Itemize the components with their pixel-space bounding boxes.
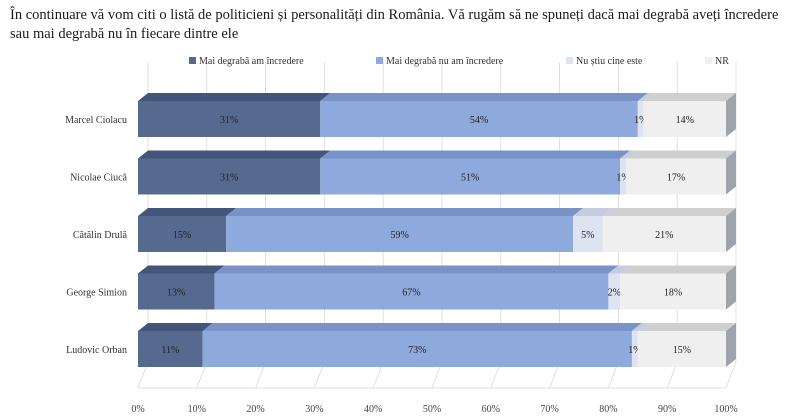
bar-side-face [726, 323, 736, 367]
bar-segment [620, 158, 627, 195]
category-label: Ludovic Orban [66, 345, 127, 356]
bar-top-face [320, 150, 631, 159]
bar-top-face [631, 323, 648, 331]
value-label: 5% [581, 230, 594, 241]
value-label: 51% [461, 173, 479, 184]
legend-swatch [705, 57, 712, 64]
category-label: George Simion [66, 288, 127, 299]
bar-segment [637, 331, 726, 367]
value-label: 1% [616, 173, 629, 184]
value-label: 21% [655, 230, 673, 241]
bar-segment [626, 158, 726, 195]
category-label: Cătălin Drulă [73, 230, 128, 241]
bar-segment [214, 273, 609, 310]
value-label: 14% [676, 115, 694, 126]
x-tick-label: 40% [364, 404, 382, 415]
bar-top-face [138, 93, 331, 101]
x-tick-label: 80% [599, 404, 617, 415]
bar-segment [643, 101, 726, 137]
bar-segment [202, 331, 632, 367]
value-label: 2% [608, 288, 621, 299]
bar-top-face [620, 150, 637, 159]
bar-side-face [726, 93, 736, 137]
bar-top-face [138, 323, 213, 331]
bar-segment [620, 273, 726, 310]
x-tick-label: 100% [714, 404, 737, 415]
bar-side-face [726, 208, 736, 252]
bar-segment [573, 216, 603, 252]
bar-top-face [202, 323, 642, 331]
bar-top-face [138, 150, 331, 159]
category-label: Marcel Ciolacu [65, 115, 127, 126]
bar-side-face [726, 265, 736, 310]
bar-segment [138, 101, 321, 137]
bar-segment [138, 216, 227, 252]
bar-side-face [726, 150, 736, 195]
x-tick-label: 10% [188, 404, 206, 415]
bar-segment [637, 101, 644, 137]
x-tick-label: 20% [246, 404, 264, 415]
x-tick-label: 50% [423, 404, 441, 415]
bar-top-face [214, 265, 619, 274]
bar-top-face [637, 93, 654, 101]
x-tick-label: 30% [305, 404, 323, 415]
value-label: 17% [667, 173, 685, 184]
bar-segment [631, 331, 638, 367]
x-tick-label: 60% [482, 404, 500, 415]
bar-top-face [573, 208, 613, 216]
bar-top-face [138, 265, 225, 274]
value-label: 54% [470, 115, 488, 126]
bar-segment [320, 158, 621, 195]
value-label: 1% [634, 115, 647, 126]
legend-label: NR [715, 56, 729, 67]
value-label: 15% [673, 345, 691, 356]
legend-label: Nu știu cine este [576, 56, 643, 67]
bar-top-face [138, 208, 237, 216]
x-tick-label: 70% [540, 404, 558, 415]
category-label: Nicolae Ciucă [70, 173, 127, 184]
legend-label: Mai degrabă am încredere [199, 56, 304, 67]
legend-swatch [189, 57, 196, 64]
bar-top-face [320, 93, 648, 101]
bar-segment [138, 158, 321, 195]
legend-swatch [376, 57, 383, 64]
bar-top-face [643, 93, 736, 101]
value-label: 73% [408, 345, 426, 356]
value-label: 59% [390, 230, 408, 241]
bar-top-face [602, 208, 736, 216]
chart-title: În continuare vă vom citi o listă de pol… [10, 7, 779, 42]
bar-segment [320, 101, 638, 137]
legend-label: Mai degrabă nu am încredere [386, 56, 504, 67]
value-label: 31% [220, 115, 238, 126]
bar-top-face [620, 265, 736, 274]
value-label: 18% [664, 288, 682, 299]
value-label: 13% [167, 288, 185, 299]
bar-top-face [626, 150, 736, 159]
value-label: 31% [220, 173, 238, 184]
value-label: 11% [161, 345, 179, 356]
legend-swatch [566, 57, 573, 64]
bar-top-face [608, 265, 631, 274]
bar-segment [138, 331, 203, 367]
value-label: 67% [402, 288, 420, 299]
bar-segment [608, 273, 621, 310]
x-tick-label: 90% [658, 404, 676, 415]
value-label: 15% [173, 230, 191, 241]
bar-segment [226, 216, 574, 252]
bar-top-face [226, 208, 584, 216]
value-label: 1% [628, 345, 641, 356]
bar-segment [602, 216, 726, 252]
bar-segment [138, 273, 215, 310]
x-tick-label: 0% [131, 404, 144, 415]
gridline-floor [725, 361, 737, 389]
bar-top-face [637, 323, 736, 331]
